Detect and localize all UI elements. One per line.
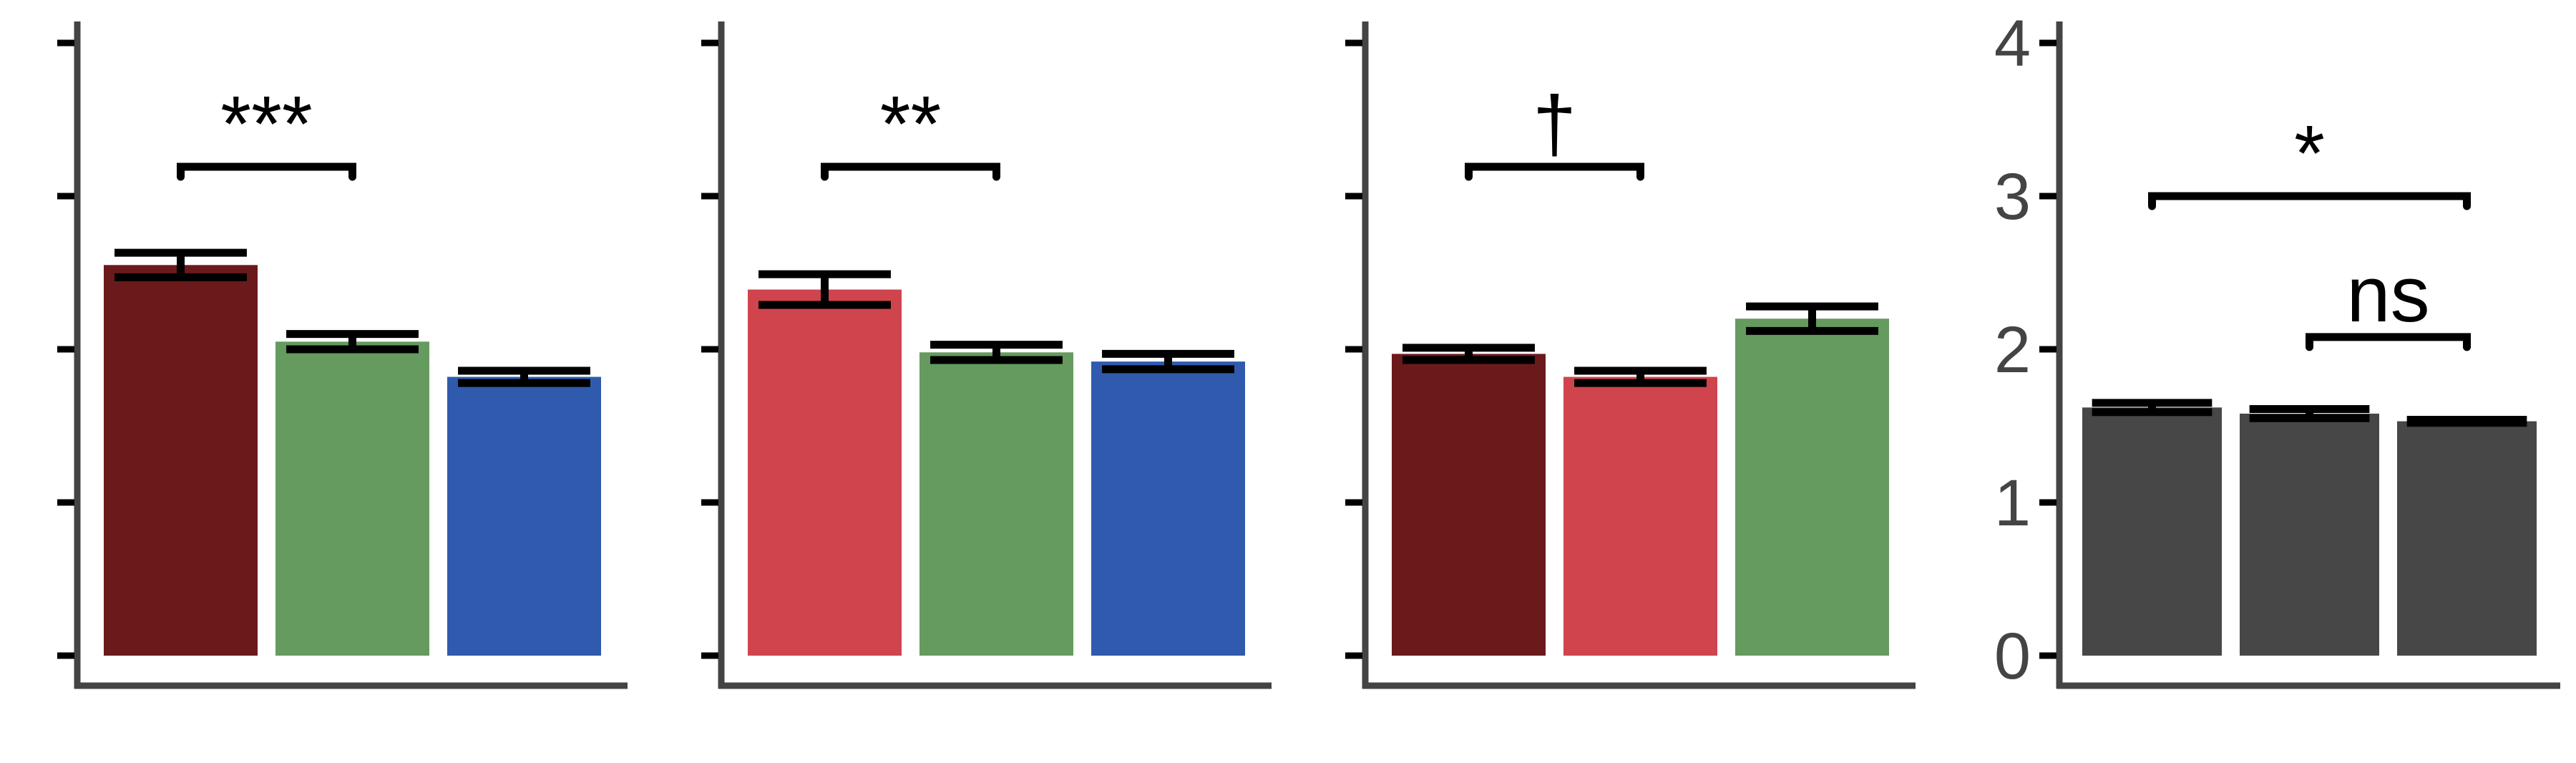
bar [2397,421,2537,656]
bar [1091,361,1245,656]
chart-panel-4: 0 1 2 3 4 *ns [1994,7,2560,693]
chart-panel-3: † [1345,21,1916,689]
error-bar [1102,349,1234,374]
error-bar [2406,415,2527,427]
significance-label: * [2294,110,2325,198]
bar [2240,413,2379,656]
significance-label: ** [880,80,942,168]
bar [748,289,902,656]
y-tick-label: 4 [1994,7,2031,80]
significance-bracket [177,162,356,181]
significance-label: *** [220,80,312,168]
error-bar [114,248,247,281]
bar [1563,376,1717,656]
bar [447,376,601,656]
significance-bracket [2306,333,2471,351]
y-tick-label: 2 [1994,314,2031,387]
error-bar [1746,302,1878,335]
y-tick-label: 3 [1994,160,2031,233]
error-bar [458,366,590,387]
significance-label: † [1533,80,1576,168]
significance-bracket [821,162,1000,181]
error-bar [1574,366,1707,387]
significance-label: ns [2346,251,2429,339]
y-tick-label: 0 [1994,620,2031,693]
chart-panel-2: ** [701,21,1272,689]
bar [1392,354,1546,656]
bar [919,352,1073,656]
bar [104,265,258,656]
y-tick-label: 1 [1994,467,2031,540]
significance-bracket [1465,162,1644,181]
error-bar [758,270,891,309]
error-bar [2092,399,2212,417]
chart-panel-1: *** [57,21,628,689]
significance-bracket [2148,192,2471,210]
error-bar [2249,404,2370,422]
bar [275,341,429,656]
error-bar [930,341,1063,364]
error-bar [1402,344,1535,364]
bar [2082,407,2222,656]
error-bar [286,330,419,354]
bar [1735,319,1889,656]
